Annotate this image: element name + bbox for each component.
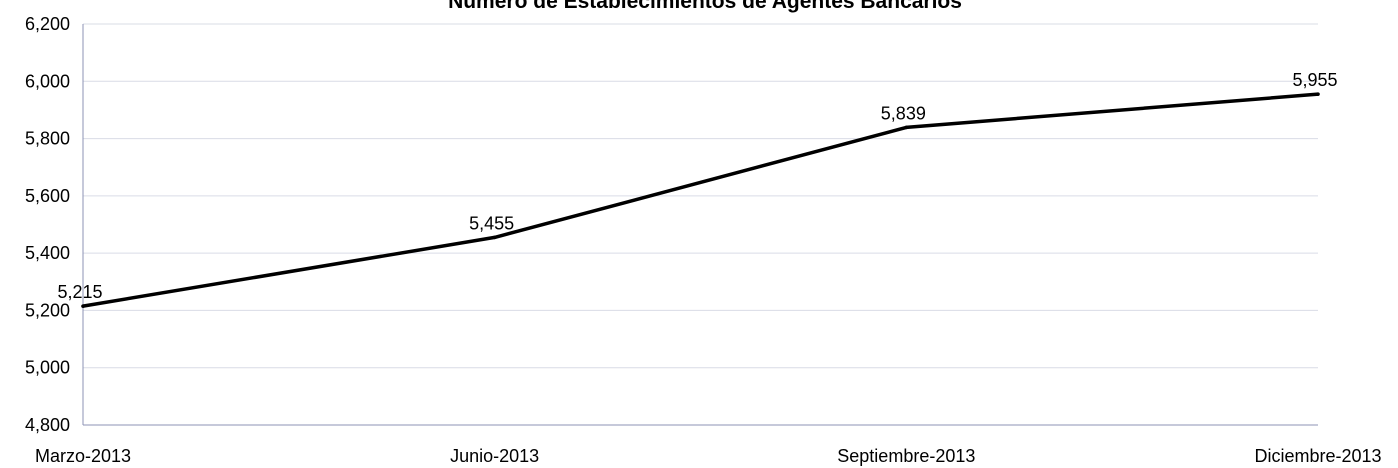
y-tick-label: 5,800 (25, 129, 70, 149)
y-tick-label: 6,200 (25, 14, 70, 34)
x-tick-label: Diciembre-2013 (1254, 446, 1381, 466)
data-point (492, 235, 497, 240)
y-axis-ticks: 4,800 5,000 5,200 5,400 5,600 5,800 6,000 6,200 (25, 14, 70, 435)
data-point (1316, 92, 1320, 96)
y-tick-label: 5,200 (25, 300, 70, 320)
series (81, 92, 1320, 308)
data-label: 5,955 (1292, 70, 1337, 90)
data-point (81, 304, 85, 308)
x-tick-label: Septiembre-2013 (837, 446, 975, 466)
x-axis-ticks: Marzo-2013 Junio-2013 Septiembre-2013 Dicie… (35, 446, 1382, 466)
y-tick-label: 5,000 (25, 358, 70, 378)
data-point (904, 125, 909, 130)
series-line (82, 92, 1319, 308)
x-tick-label: Junio-2013 (450, 446, 539, 466)
data-label: 5,839 (881, 103, 926, 123)
axes (82, 24, 1318, 426)
data-labels: 5,215 5,455 5,839 5,955 (57, 70, 1337, 302)
y-tick-label: 6,000 (25, 71, 70, 91)
y-tick-label: 5,400 (25, 243, 70, 263)
chart-title: Número de Establecimientos de Agentes Ba… (448, 0, 962, 13)
y-tick-label: 5,600 (25, 186, 70, 206)
data-label: 5,455 (469, 213, 514, 233)
data-label: 5,215 (57, 282, 102, 302)
y-tick-label: 4,800 (25, 415, 70, 435)
x-tick-label: Marzo-2013 (35, 446, 131, 466)
gridlines (83, 23, 1318, 369)
